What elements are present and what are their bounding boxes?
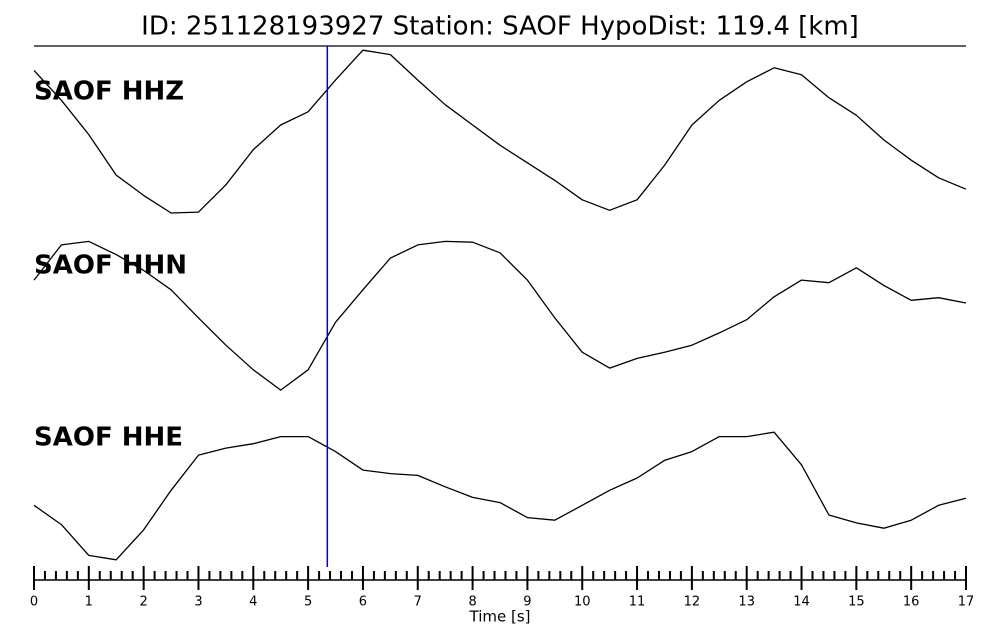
x-tick-label: 4 xyxy=(249,595,257,610)
x-tick-label: 2 xyxy=(140,595,148,610)
x-tick-label: 14 xyxy=(793,595,810,610)
x-tick-label: 5 xyxy=(304,595,312,610)
x-tick-label: 13 xyxy=(738,595,755,610)
chart-title: ID: 251128193927 Station: SAOF HypoDist:… xyxy=(141,12,859,42)
x-tick-label: 0 xyxy=(30,595,38,610)
x-axis-label: Time [s] xyxy=(469,608,531,626)
trace-label: SAOF HHN xyxy=(34,251,187,281)
x-tick-label: 17 xyxy=(958,595,975,610)
x-tick-label: 3 xyxy=(194,595,202,610)
x-tick-label: 9 xyxy=(523,595,531,610)
x-tick-label: 8 xyxy=(468,595,476,610)
trace xyxy=(33,431,967,561)
x-tick-label: 7 xyxy=(414,595,422,610)
x-tick-label: 10 xyxy=(574,595,591,610)
x-tick-label: 16 xyxy=(903,595,920,610)
x-tick-label: 11 xyxy=(629,595,646,610)
trace-label: SAOF HHE xyxy=(34,423,183,453)
trace xyxy=(33,240,967,391)
x-tick-label: 6 xyxy=(359,595,367,610)
x-tick-label: 12 xyxy=(684,595,701,610)
trace-label: SAOF HHZ xyxy=(34,77,184,107)
trace xyxy=(33,49,967,214)
x-tick-label: 1 xyxy=(85,595,93,610)
x-tick-label: 15 xyxy=(848,595,865,610)
